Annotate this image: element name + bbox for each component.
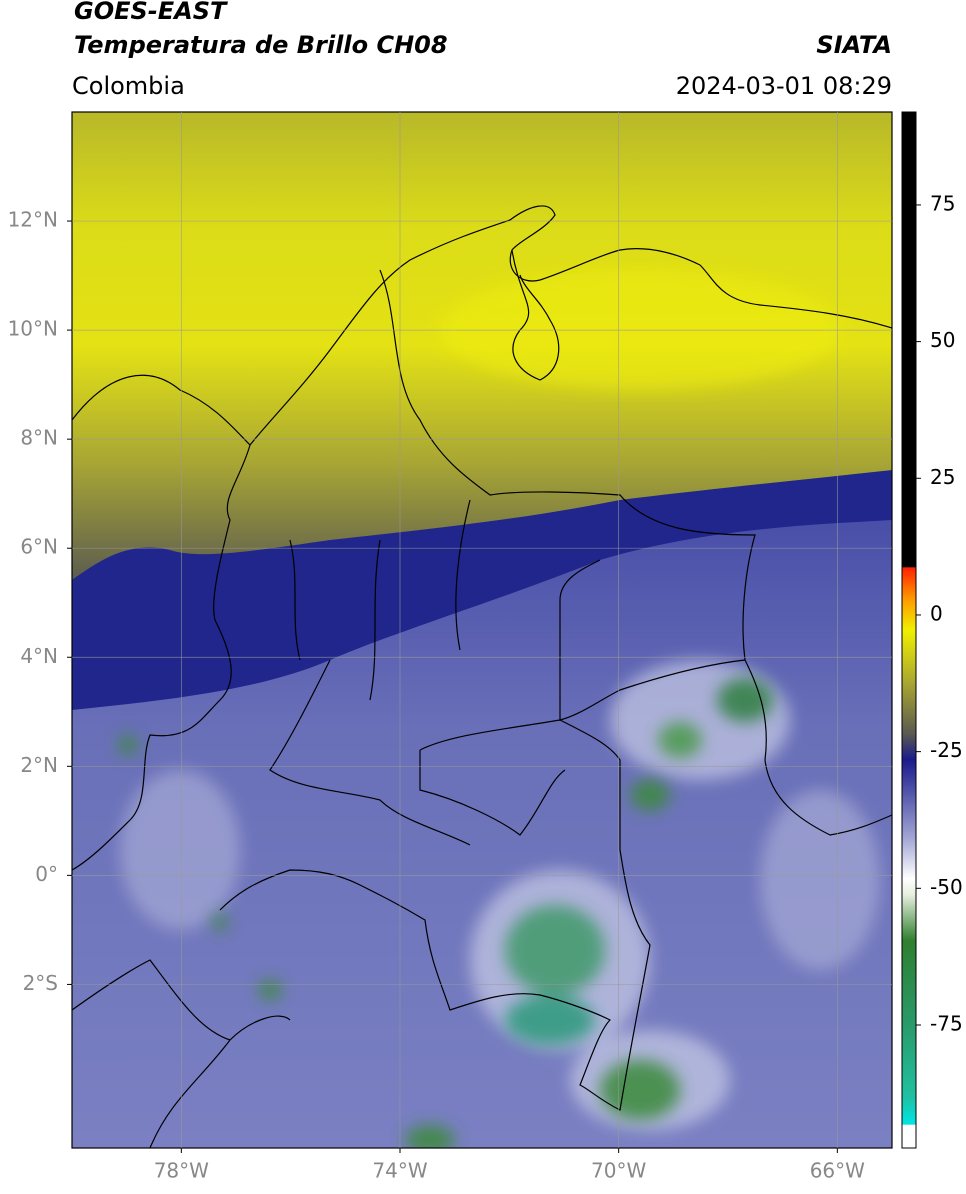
colorbar-label: 50 <box>930 328 955 352</box>
x-tick-label: 78°W <box>154 1159 209 1183</box>
colorbar <box>901 111 917 1149</box>
title: GOES-EAST <box>74 0 228 25</box>
x-tick-label: 70°W <box>591 1159 646 1183</box>
borders <box>72 205 892 1148</box>
x-tick-label: 74°W <box>372 1159 427 1183</box>
y-tick-label: 10°N <box>8 317 58 341</box>
colorbar-label: -50 <box>930 875 963 899</box>
y-tick-label: 8°N <box>20 426 58 450</box>
y-tick-label: 6°N <box>20 535 58 559</box>
y-tick-label: 2°N <box>20 753 58 777</box>
region: Colombia <box>72 72 185 100</box>
map-frame <box>71 111 893 1149</box>
datetime: 2024-03-01 08:29 <box>676 72 892 100</box>
source: SIATA <box>816 31 892 59</box>
y-tick-label: 4°N <box>20 644 58 668</box>
satellite-image <box>72 112 892 1148</box>
x-tick-label: 66°W <box>810 1159 865 1183</box>
colorbar-label: -25 <box>930 738 963 762</box>
colorbar-label: 25 <box>930 465 955 489</box>
colorbar-label: 0 <box>930 601 943 625</box>
y-tick-label: 12°N <box>8 208 58 232</box>
subtitle: Temperatura de Brillo CH08 <box>74 31 448 59</box>
y-tick-label: 2°S <box>23 971 58 995</box>
colorbar-label: 75 <box>930 191 955 215</box>
y-tick-label: 0° <box>35 862 58 886</box>
colorbar-label: -75 <box>930 1011 963 1035</box>
